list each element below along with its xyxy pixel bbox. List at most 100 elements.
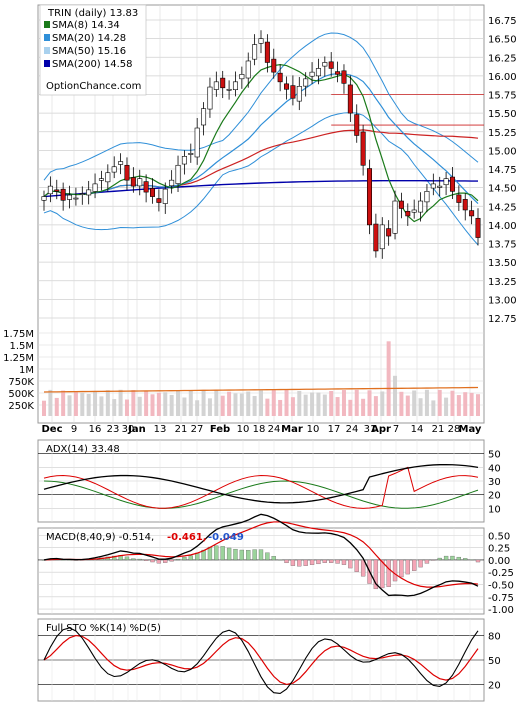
candle-body — [239, 74, 245, 80]
volume-bar — [150, 394, 155, 416]
legend-label: SMA(20) 14.28 — [52, 33, 126, 44]
macd-histogram-bar — [150, 559, 155, 563]
volume-bar — [61, 390, 66, 416]
candle-body — [118, 161, 124, 165]
candle-body — [386, 228, 392, 237]
volume-bar — [456, 395, 461, 416]
candle-body — [341, 70, 347, 84]
candle-body — [162, 188, 168, 204]
candle-body — [405, 210, 411, 217]
candle-body — [67, 194, 73, 200]
candle-body — [169, 179, 175, 187]
candle-body — [73, 197, 79, 200]
macd-histogram-bar — [341, 559, 347, 565]
volume-bar — [354, 389, 359, 416]
legend-label: SMA(200) 14.58 — [52, 59, 133, 70]
legend-swatch — [44, 21, 50, 28]
volume-bar — [42, 400, 46, 416]
volume-bar — [469, 392, 474, 416]
adx-tick-label: 10 — [488, 504, 501, 515]
price-tick-label: 14.50 — [488, 184, 517, 195]
price-tick-label: 15.00 — [488, 146, 517, 157]
candle-body — [79, 193, 85, 195]
volume-bar — [220, 395, 225, 416]
macd-histogram-bar — [354, 559, 359, 572]
volume-bars — [42, 341, 480, 416]
candle-body — [41, 196, 47, 201]
macd-histogram-bar — [469, 559, 474, 561]
volume-bar — [112, 399, 117, 416]
volume-bar — [137, 396, 142, 416]
candle-body — [252, 44, 258, 60]
candle-body — [220, 77, 226, 89]
candle-body — [296, 86, 302, 102]
candle-body — [264, 41, 270, 63]
date-tick-label: Jan — [127, 424, 146, 435]
candle-body — [213, 81, 219, 90]
volume-bar — [316, 392, 321, 416]
sma200-line — [43, 180, 479, 198]
macd-histogram-bar — [437, 557, 442, 561]
legend: SMA(8) 14.34 SMA(20) 14.28 SMA(50) 15.16 SM… — [44, 20, 133, 70]
volume-bar — [405, 395, 410, 416]
volume-tick-label: 1M — [19, 365, 34, 376]
macd-histogram-bar — [297, 559, 302, 567]
volume-bar — [124, 399, 129, 416]
candle-body — [143, 181, 149, 193]
macd-histogram-bar — [131, 558, 136, 561]
macd-histogram-bar — [443, 555, 449, 561]
price-tick-label: 13.50 — [488, 258, 517, 269]
adx-line — [43, 463, 479, 504]
candle-body — [130, 177, 136, 187]
candle-body — [86, 189, 92, 196]
candle-body — [105, 172, 111, 183]
volume-bar — [361, 398, 366, 416]
macd-histogram-bar — [322, 559, 327, 563]
macd-histogram-bar — [284, 559, 289, 564]
volume-bar — [329, 390, 334, 416]
macd-histogram-bar — [112, 555, 117, 561]
candle-body — [277, 72, 283, 83]
candle-body — [124, 164, 130, 181]
macd-histogram-bar — [412, 559, 417, 571]
volume-bar — [278, 399, 283, 416]
candle-body — [335, 71, 341, 75]
macd-tick-label: 0.00 — [488, 556, 510, 567]
macd-histogram-bar — [239, 549, 245, 561]
volume-bar — [67, 395, 72, 416]
macd-histogram-bar — [316, 559, 321, 565]
volume-bar — [156, 392, 161, 416]
macd-histogram-bar — [258, 549, 264, 561]
macd-histogram-bar — [424, 559, 430, 564]
volume-average-line — [43, 386, 479, 393]
volume-bar — [431, 400, 436, 416]
chart-title: TRIN (daily) 13.83 — [47, 8, 138, 19]
macd-tick-label: -0.50 — [488, 581, 514, 592]
price-tick-label: 16.25 — [488, 53, 517, 64]
volume-bar — [201, 389, 206, 416]
legend-label: SMA(8) 14.34 — [52, 20, 120, 31]
volume-bar — [412, 390, 417, 416]
candle-body — [207, 86, 213, 110]
volume-bar — [450, 390, 455, 416]
macd-histogram-bar — [450, 555, 455, 561]
date-tick-label: Dec — [41, 424, 62, 435]
macd-histogram-bar — [418, 559, 423, 568]
volume-bar — [290, 397, 295, 416]
macd-histogram-bar — [329, 559, 334, 563]
adx-tick-label: 30 — [488, 477, 501, 488]
candle-body — [181, 156, 187, 165]
macd-histogram-bar — [246, 549, 251, 561]
macd-histogram-bar — [156, 559, 162, 564]
macd-histogram-bar — [475, 559, 481, 563]
candle-body — [150, 188, 156, 197]
candle-body — [456, 194, 462, 203]
macd-histogram-bar — [348, 559, 353, 569]
volume-bar — [80, 393, 85, 416]
candle-body — [379, 224, 385, 250]
macd-histogram-bar — [392, 559, 398, 582]
sto-tick-label: 20 — [488, 681, 501, 692]
volume-bar — [297, 390, 302, 416]
macd-histogram-bar — [163, 559, 168, 563]
